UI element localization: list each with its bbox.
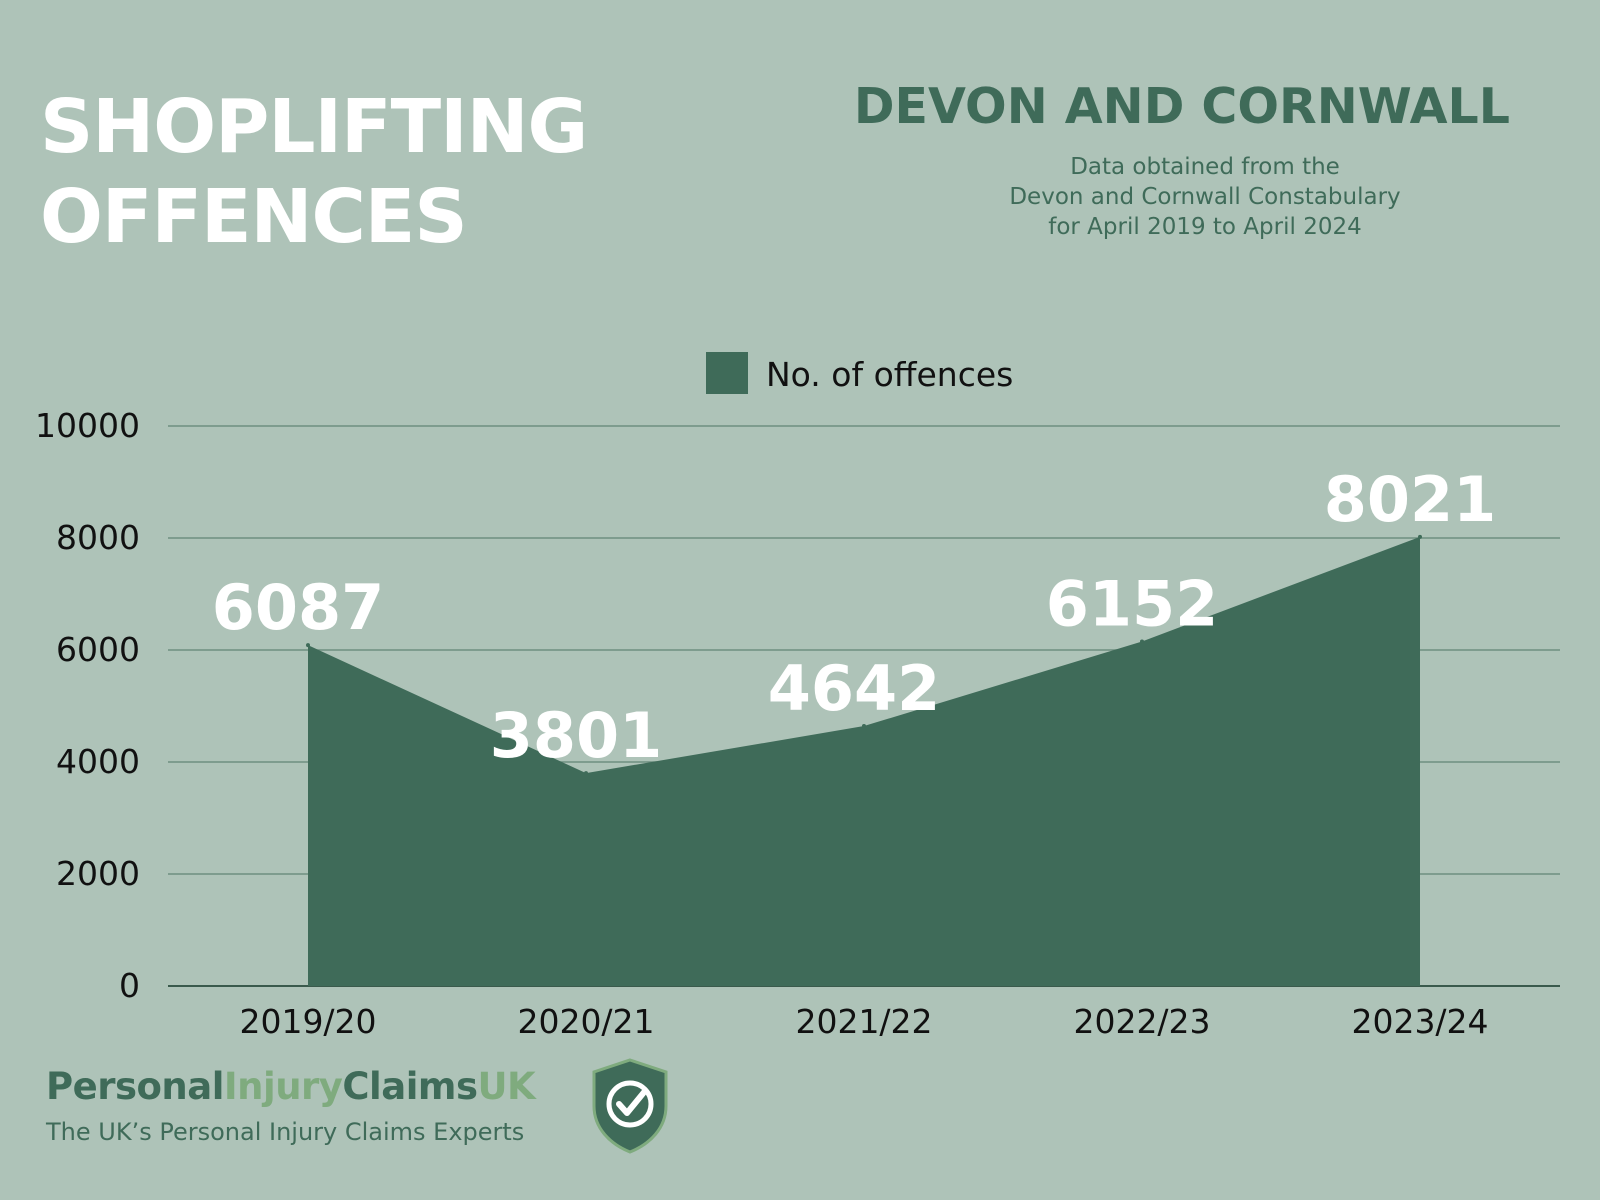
- area-chart: 0 2000 4000 6000 8000 10000 6087 3801 4642 6152 80…: [35, 352, 1560, 1041]
- data-point: [1418, 534, 1422, 539]
- data-point: [1140, 639, 1144, 644]
- source-line-2: Devon and Cornwall Constabulary: [1009, 184, 1401, 210]
- brand-part-personal: Personal: [46, 1065, 224, 1108]
- legend-label: No. of offences: [766, 355, 1013, 394]
- y-tick-label: 4000: [56, 742, 140, 781]
- y-tick-label: 6000: [56, 630, 140, 669]
- data-point: [584, 771, 588, 776]
- brand-part-uk: UK: [477, 1065, 536, 1108]
- brand-tagline: The UK’s Personal Injury Claims Experts: [46, 1118, 525, 1146]
- y-tick-label: 8000: [56, 518, 140, 557]
- data-point: [306, 643, 310, 648]
- x-tick-label: 2023/24: [1351, 1002, 1488, 1041]
- y-tick-label: 0: [119, 966, 140, 1005]
- source-note: Data obtained from the Devon and Cornwal…: [905, 152, 1505, 242]
- y-tick-label: 10000: [35, 406, 140, 445]
- x-tick-label: 2020/21: [517, 1002, 654, 1041]
- area-series-offences: [308, 536, 1420, 986]
- data-label: 6152: [1046, 567, 1219, 640]
- data-label: 6087: [212, 571, 385, 644]
- brand-part-claims: Claims: [342, 1065, 478, 1108]
- x-tick-label: 2019/20: [239, 1002, 376, 1041]
- legend-swatch: [706, 352, 748, 394]
- y-tick-label: 2000: [56, 854, 140, 893]
- source-line-3: for April 2019 to April 2024: [1048, 214, 1362, 240]
- region-heading: DEVON AND CORNWALL: [853, 78, 1510, 135]
- title-line-2: OFFENCES: [40, 174, 468, 260]
- data-label: 3801: [490, 699, 663, 772]
- data-label: 8021: [1324, 463, 1497, 536]
- x-tick-label: 2022/23: [1073, 1002, 1210, 1041]
- data-point: [862, 724, 866, 729]
- brand-logo-text: PersonalInjuryClaimsUK: [46, 1065, 536, 1108]
- source-line-1: Data obtained from the: [1070, 154, 1340, 180]
- shield-check-icon: [592, 1058, 668, 1154]
- x-tick-label: 2021/22: [795, 1002, 932, 1041]
- chart-title: SHOPLIFTING OFFENCES: [40, 82, 588, 262]
- brand-part-injury: Injury: [223, 1065, 343, 1108]
- data-label: 4642: [768, 652, 941, 725]
- title-line-1: SHOPLIFTING: [40, 84, 588, 170]
